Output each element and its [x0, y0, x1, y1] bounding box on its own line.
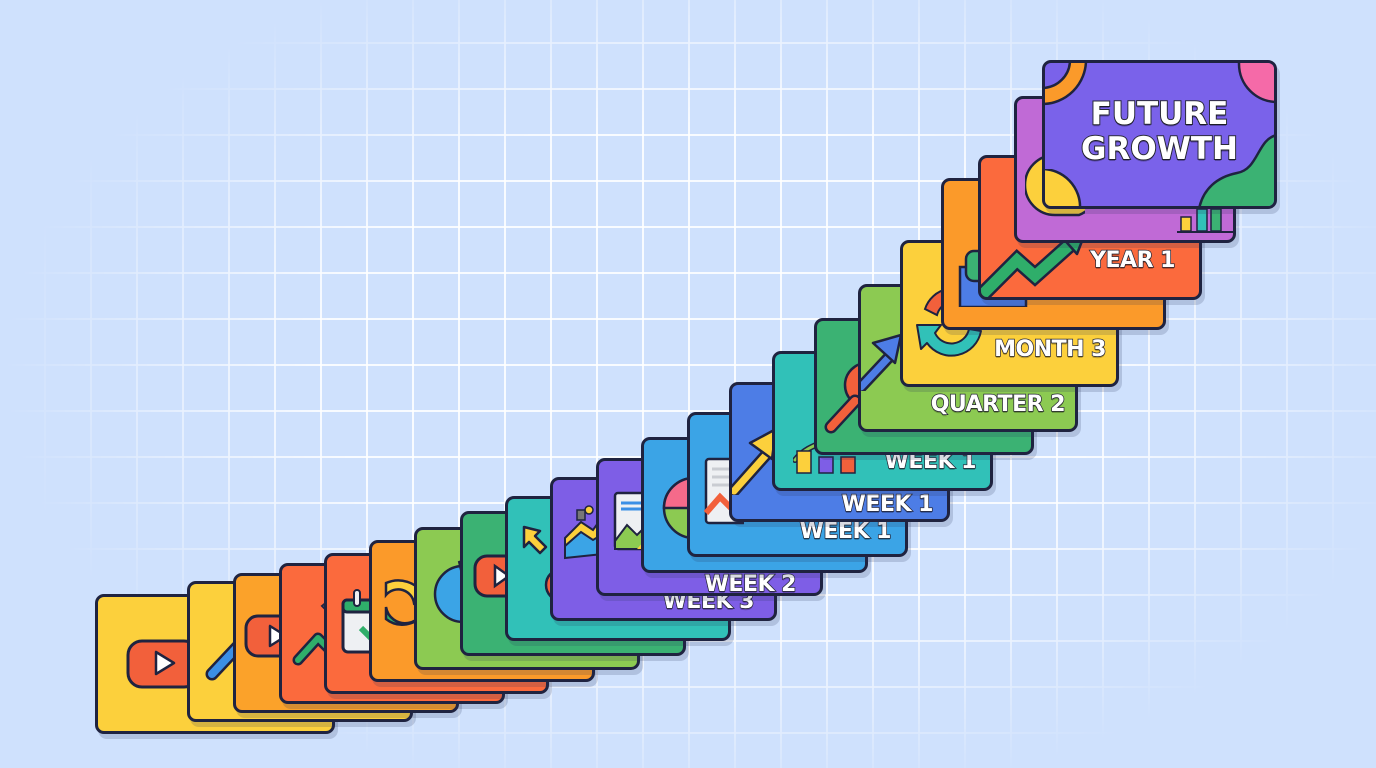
decorative-green-wave-icon [1197, 129, 1274, 206]
card-label: WEEK 1 [799, 518, 892, 545]
play-button-icon [473, 554, 513, 600]
card-label: WEEK 2 [704, 571, 797, 596]
bar-chart-icon [795, 449, 865, 475]
hero-card-future-growth[interactable]: FUTURE GROWTH [1042, 60, 1277, 209]
decorative-orange-arc-icon [1045, 63, 1092, 110]
card-label: YEAR 1 [1089, 247, 1176, 274]
decorative-yellow-circle-icon [1045, 169, 1092, 206]
area-chart-icon [563, 504, 603, 564]
card-label: MONTH 3 [993, 336, 1107, 363]
card-label: WEEK 1 [841, 491, 934, 518]
hero-title: FUTURE GROWTH [1045, 96, 1274, 168]
hero-title-line-2: GROWTH [1080, 131, 1239, 168]
play-button-icon [126, 639, 206, 689]
pie-chart-icon [660, 474, 700, 544]
growth-arrow-icon [732, 425, 778, 495]
card-label: QUARTER 2 [930, 391, 1066, 418]
bar-chart-icon [1177, 207, 1233, 237]
hero-title-line-1: FUTURE [1090, 96, 1230, 133]
growth-arrow-icon [861, 331, 905, 391]
decorative-pink-circle-icon [1231, 63, 1274, 106]
